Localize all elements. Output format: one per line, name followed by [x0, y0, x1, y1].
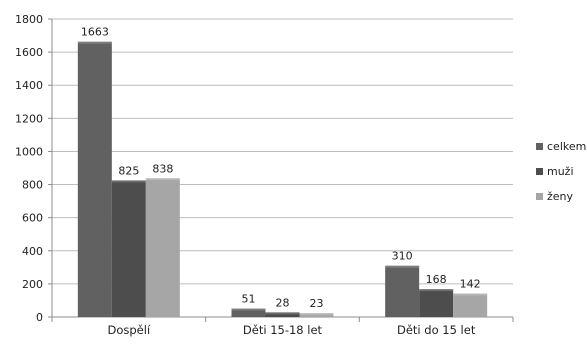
legend-swatch [536, 168, 543, 175]
bar-celkem-1 [231, 308, 266, 317]
x-axis: Dospělí Děti 15-18 let Děti do 15 let [51, 317, 514, 337]
bar-celkem-0 [77, 41, 112, 317]
bar-highlight [265, 312, 300, 315]
data-label: 28 [276, 296, 290, 309]
bar-highlight [145, 178, 180, 181]
bar-highlight [299, 313, 334, 316]
bar-highlight [77, 41, 112, 44]
y-tick-label: 1600 [15, 46, 43, 59]
data-label: 310 [392, 250, 413, 263]
bar-highlight [231, 308, 266, 311]
legend: celkem muži ženy [536, 140, 586, 203]
x-category-label: Děti 15-18 let [243, 323, 323, 337]
y-tick-label: 400 [22, 245, 43, 258]
bar-celkem-2 [385, 265, 420, 317]
legend-swatch [536, 193, 543, 200]
data-label: 23 [310, 297, 324, 310]
y-tick-label: 1400 [15, 79, 43, 92]
x-category-label: Dospělí [108, 323, 151, 337]
data-label: 51 [242, 293, 256, 306]
data-label: 825 [118, 164, 139, 177]
data-label: 838 [152, 162, 173, 175]
y-tick-label: 0 [36, 311, 43, 324]
legend-swatch [536, 143, 543, 150]
bars [77, 41, 488, 317]
y-tick-label: 800 [22, 179, 43, 192]
data-label: 1663 [81, 26, 109, 39]
legend-label: muži [547, 165, 574, 178]
y-tick-label: 1200 [15, 112, 43, 125]
bar-highlight [385, 265, 420, 268]
bar-ženy-1 [299, 313, 334, 317]
y-tick-label: 200 [22, 278, 43, 291]
data-label: 168 [426, 273, 447, 286]
y-tick-label: 1800 [15, 13, 43, 26]
bar-ženy-2 [453, 293, 488, 317]
bar-muži-1 [265, 312, 300, 317]
data-labels: 1663 51 310 825 28 168 838 23 142 [81, 26, 481, 311]
legend-label: ženy [547, 190, 574, 203]
bar-muži-2 [419, 289, 454, 317]
data-label: 142 [460, 277, 481, 290]
y-tick-label: 1000 [15, 145, 43, 158]
y-tick-label: 600 [22, 212, 43, 225]
bar-ženy-0 [145, 178, 180, 317]
bar-muži-0 [111, 180, 146, 317]
x-category-label: Děti do 15 let [397, 323, 476, 337]
bar-highlight [453, 293, 488, 296]
legend-label: celkem [547, 140, 586, 153]
bar-highlight [419, 289, 454, 292]
bar-highlight [111, 180, 146, 183]
y-axis: 0 200 400 600 800 1000 1200 1400 1600 1800 [15, 13, 53, 324]
